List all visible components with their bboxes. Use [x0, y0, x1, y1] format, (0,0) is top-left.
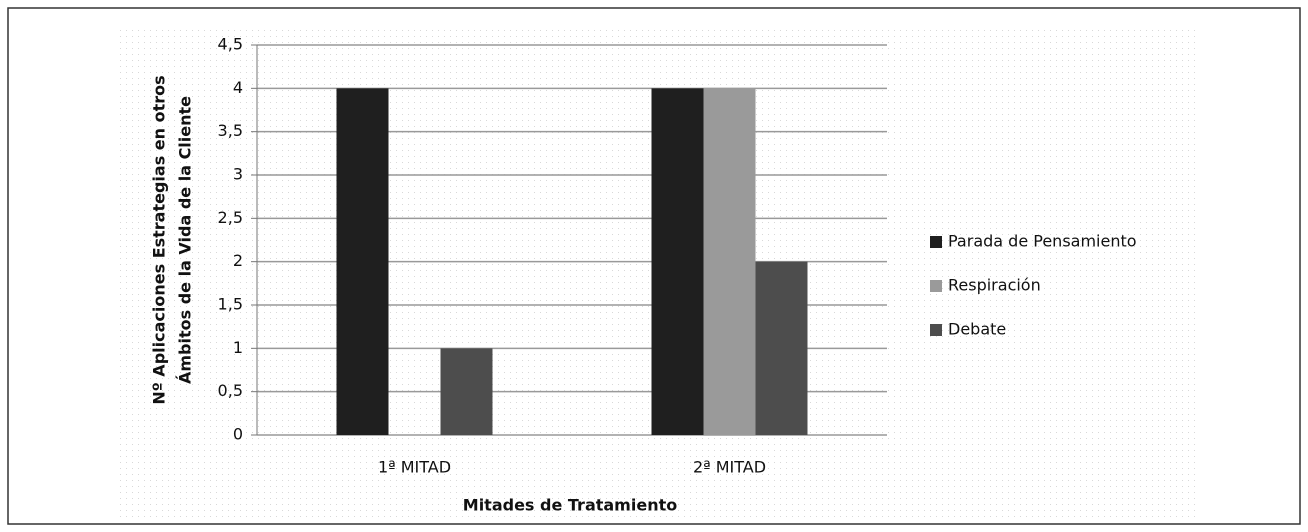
bar [440, 348, 493, 435]
x-axis-label: Mitades de Tratamiento [463, 496, 677, 515]
bar [336, 88, 389, 435]
x-tick-label: 1ª MITAD [378, 458, 451, 477]
bar [651, 88, 704, 435]
legend-label: Parada de Pensamiento [948, 232, 1137, 251]
y-tick-label: 2,5 [218, 208, 243, 227]
y-tick-label: 1 [233, 338, 243, 357]
y-tick-label: 2 [233, 251, 243, 270]
legend-label: Debate [948, 320, 1006, 339]
legend-swatch [930, 324, 942, 336]
y-tick-label: 4 [233, 78, 243, 97]
y-axis-label: Nº Aplicaciones Estrategias en otros [150, 75, 169, 404]
y-tick-label: 4,5 [218, 35, 243, 54]
legend-swatch [930, 280, 942, 292]
legend-swatch [930, 236, 942, 248]
bar [703, 88, 756, 435]
y-axis-label: Ámbitos de la Vida de la Cliente [176, 96, 195, 384]
y-tick-label: 0,5 [218, 381, 243, 400]
y-tick-label: 1,5 [218, 295, 243, 314]
y-tick-label: 3,5 [218, 121, 243, 140]
bar [755, 261, 808, 435]
y-tick-label: 3 [233, 165, 243, 184]
y-tick-label: 0 [233, 425, 243, 444]
legend-label: Respiración [948, 276, 1041, 295]
x-tick-label: 2ª MITAD [693, 458, 766, 477]
